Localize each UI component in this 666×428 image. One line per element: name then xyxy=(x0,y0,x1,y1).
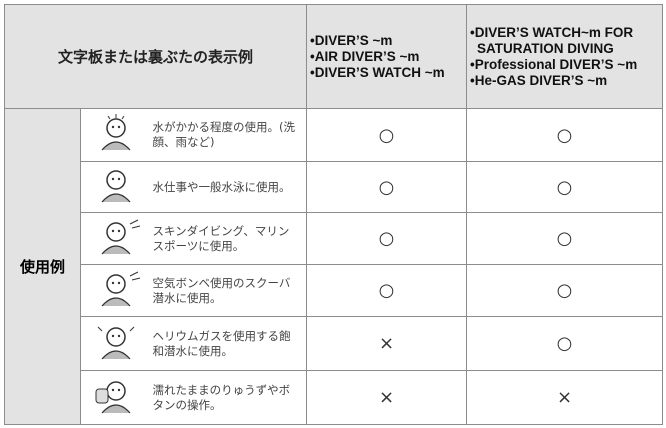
usage-icon xyxy=(95,380,131,413)
header-item: DIVER’S ~m xyxy=(310,33,463,49)
usage-row: スキンダイビング、マリンスポーツに使用。 ○ ○ xyxy=(5,212,664,265)
usage-label: 使用例 xyxy=(4,108,81,425)
icon-cell xyxy=(80,370,151,425)
header-item: DIVER’S WATCH ~m xyxy=(310,65,463,81)
icon-cell xyxy=(80,212,151,265)
usage-icon xyxy=(101,170,131,203)
header-item: DIVER’S WATCH~m FOR SATURATION DIVING xyxy=(470,25,659,57)
header-row: 文字板または裏ぶたの表示例 DIVER’S ~mAIR DIVER’S ~mDI… xyxy=(3,4,664,109)
icon-cell xyxy=(80,316,151,371)
suitability-mark: ○ xyxy=(466,316,664,371)
suitability-mark: ○ xyxy=(466,264,664,317)
usage-icon xyxy=(101,271,140,306)
usage-description: 濡れたままのりゅうずやボタンの操作。 xyxy=(150,370,308,425)
suitability-mark: ○ xyxy=(306,161,468,213)
usage-row: 空気ボンベ使用のスクーバ潜水に使用。 ○ ○ xyxy=(5,264,664,317)
suitability-mark: ○ xyxy=(306,108,468,162)
suitability-mark: × xyxy=(306,316,468,371)
header-title: 文字板または裏ぶたの表示例 xyxy=(3,4,308,109)
usage-row: 使用例 水がかかる程度の使用。(洗顔、雨など) ○ ○ xyxy=(4,108,664,425)
suitability-mark: ○ xyxy=(466,161,664,213)
usage-description: スキンダイビング、マリンスポーツに使用。 xyxy=(150,212,308,265)
icon-cell xyxy=(80,264,151,317)
usage-icon xyxy=(97,326,135,359)
icon-cell xyxy=(80,161,151,213)
icon-cell xyxy=(80,108,151,162)
usage-icon xyxy=(101,114,131,151)
usage-row: 濡れたままのりゅうずやボタンの操作。 × × xyxy=(5,370,664,425)
usage-icon xyxy=(101,219,140,254)
suitability-mark: ○ xyxy=(306,264,468,317)
suitability-mark: ○ xyxy=(466,108,664,162)
header-item: AIR DIVER’S ~m xyxy=(310,49,463,65)
suitability-mark: ○ xyxy=(466,212,664,265)
header-col: DIVER’S WATCH~m FOR SATURATION DIVINGPro… xyxy=(466,4,664,109)
header-item: He-GAS DIVER’S ~m xyxy=(470,73,659,89)
usage-description: 空気ボンベ使用のスクーバ潜水に使用。 xyxy=(150,264,308,317)
usage-row: ヘリウムガスを使用する飽和潜水に使用。 × ○ xyxy=(5,316,664,371)
suitability-mark: ○ xyxy=(306,212,468,265)
usage-row: 水仕事や一般水泳に使用。 ○ ○ xyxy=(5,161,664,213)
header-item: Professional DIVER’S ~m xyxy=(470,57,659,73)
table: 文字板または裏ぶたの表示例 DIVER’S ~mAIR DIVER’S ~mDI… xyxy=(3,4,664,425)
header-col: DIVER’S ~mAIR DIVER’S ~mDIVER’S WATCH ~m xyxy=(306,4,468,109)
usage-description: 水仕事や一般水泳に使用。 xyxy=(150,161,308,213)
suitability-mark: × xyxy=(306,370,468,425)
usage-description: 水がかかる程度の使用。(洗顔、雨など) xyxy=(150,108,308,162)
usage-description: ヘリウムガスを使用する飽和潜水に使用。 xyxy=(150,316,308,371)
suitability-mark: × xyxy=(466,370,664,425)
